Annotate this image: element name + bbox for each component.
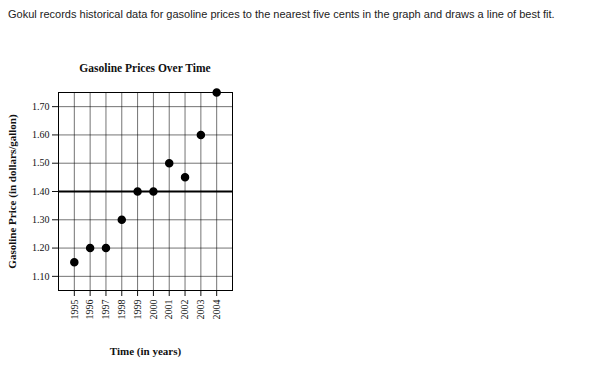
svg-text:1.20: 1.20 xyxy=(32,242,50,253)
svg-text:2001: 2001 xyxy=(163,300,174,320)
svg-text:1.30: 1.30 xyxy=(32,214,50,225)
svg-text:2000: 2000 xyxy=(148,300,159,320)
svg-text:1.10: 1.10 xyxy=(32,271,50,282)
svg-text:Time (in years): Time (in years) xyxy=(110,345,182,358)
svg-text:1996: 1996 xyxy=(84,300,95,320)
svg-text:2004: 2004 xyxy=(211,300,222,320)
svg-text:Gasoline Price (in dollars/gal: Gasoline Price (in dollars/gallon) xyxy=(6,114,19,269)
svg-text:1.70: 1.70 xyxy=(32,101,50,112)
svg-text:1995: 1995 xyxy=(69,300,80,320)
svg-text:1997: 1997 xyxy=(100,300,111,320)
html-text:Gokul records historical data: Gokul records historical data for gasoli… xyxy=(8,8,555,20)
svg-text:1998: 1998 xyxy=(116,300,127,320)
svg-text:1999: 1999 xyxy=(132,300,143,320)
svg-text:2002: 2002 xyxy=(179,300,190,320)
html-text:Gasoline Prices Over Time: Gasoline Prices Over Time xyxy=(79,62,211,74)
svg-text:1.50: 1.50 xyxy=(32,157,50,168)
svg-text:1.60: 1.60 xyxy=(32,129,50,140)
svg-text:2003: 2003 xyxy=(195,300,206,320)
svg-text:1.40: 1.40 xyxy=(32,186,50,197)
